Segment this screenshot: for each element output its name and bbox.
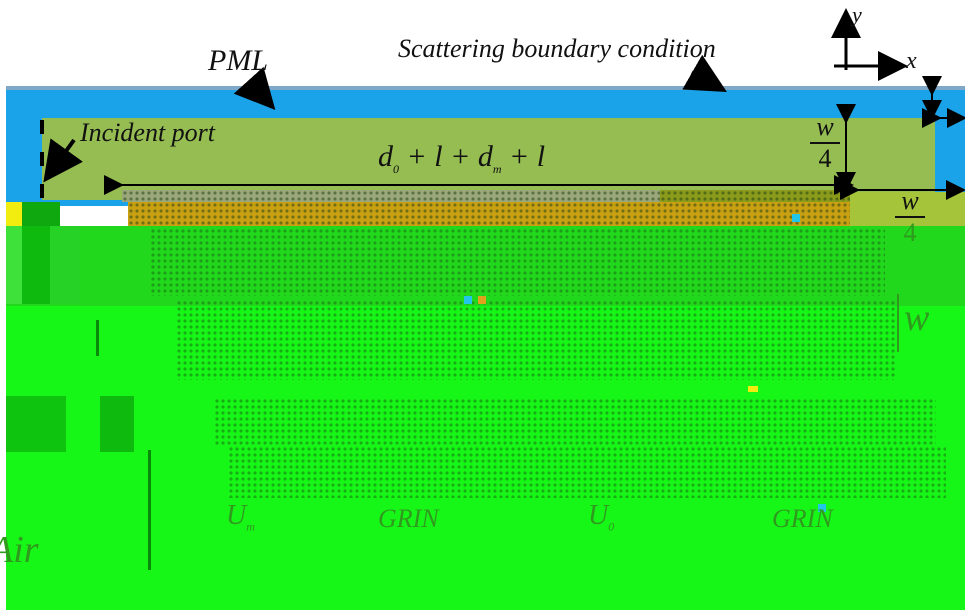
axis-x-label: x [906,48,917,74]
length-label: d0 + l + dm + l [378,140,545,177]
left-block-3 [50,226,80,304]
pml-top-edge [6,86,965,90]
left-block-2 [22,226,50,304]
yellow-mark [748,386,758,392]
w-middle-label: w [904,297,930,339]
scattering-bc-label: Scattering boundary condition [398,34,716,63]
height-fraction-den: 4 [818,144,832,173]
left-block-5 [100,396,134,452]
left-divider-2 [148,450,151,570]
right-fraction: w 4 [895,186,925,248]
dotted-region-3 [214,398,936,446]
u-0-sub: 0 [608,519,615,534]
incident-port-label: Incident port [80,118,216,147]
dotted-region-1 [150,228,885,296]
cyan-mark-1 [464,296,472,304]
u-0-text: U [588,500,609,531]
right-fraction-den: 4 [903,218,917,247]
right-fraction-num: w [901,186,919,215]
left-yellow-block [6,202,22,226]
left-block-1 [6,226,22,304]
height-fraction: w 4 [810,112,840,174]
air-label: Air [0,529,39,571]
u-0-label: U0 [588,500,614,535]
incident-port-arrow [43,138,83,183]
left-divider-1 [96,320,99,356]
length-dm-sub: m [492,162,502,176]
height-fraction-num: w [816,112,834,141]
left-dark-block [22,202,60,226]
pml-arrow [233,66,276,110]
axis-y-label: y [852,2,862,27]
cyan-mark-2 [792,214,800,222]
pml-label: PML [208,44,268,77]
orange-mark [478,296,486,304]
dotted-region-2 [176,300,896,380]
dotted-strip-main [128,202,850,226]
u-m-sub: m [246,519,255,534]
grin-label-1: GRIN [378,504,439,533]
u-m-text: U [226,500,247,531]
length-d0: d [378,140,393,173]
left-block-4 [6,396,66,452]
scattering-arrow [682,54,727,92]
grin-label-2: GRIN [772,504,833,533]
length-tail: + l [509,140,546,173]
dotted-region-4 [228,446,946,498]
cyan-mark-3 [818,504,826,512]
length-rest: + l + d [406,140,493,173]
u-m-label: Um [226,500,255,535]
length-d0-sub: 0 [393,162,399,176]
